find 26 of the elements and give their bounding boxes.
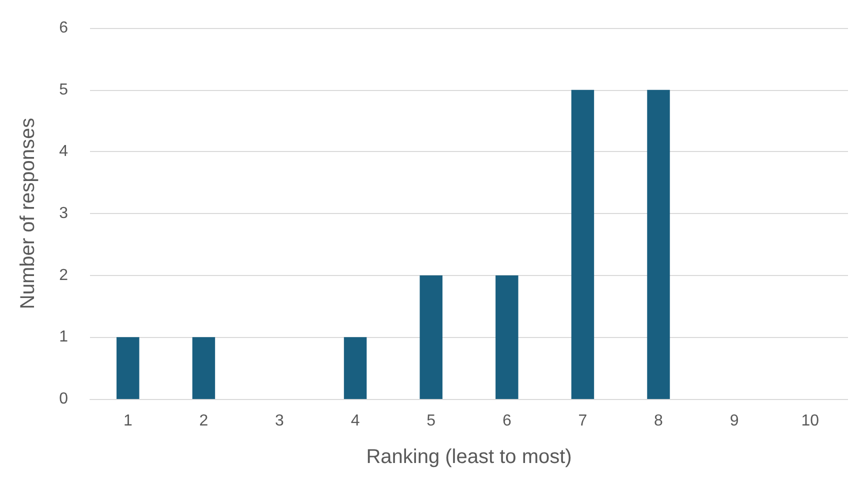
bar <box>647 90 670 399</box>
bar <box>344 337 367 399</box>
x-tick-label: 10 <box>801 412 820 430</box>
y-tick-label: 4 <box>59 143 68 160</box>
bar <box>571 90 594 399</box>
x-tick-label: 7 <box>578 412 588 430</box>
bar <box>192 337 216 399</box>
x-tick-label: 6 <box>502 412 512 430</box>
x-tick-label: 1 <box>123 412 132 430</box>
x-tick-label: 4 <box>350 412 360 430</box>
x-axis-title: Ranking (least to most) <box>366 446 572 468</box>
y-tick-label: 0 <box>59 390 68 408</box>
bar <box>420 275 442 399</box>
y-tick-label: 2 <box>59 266 68 284</box>
bar <box>116 337 140 399</box>
x-tick-label: 3 <box>275 412 284 430</box>
bar <box>496 275 518 399</box>
y-axis-title: Number of responses <box>17 118 39 310</box>
y-tick-label: 6 <box>59 20 68 36</box>
x-tick-label: 8 <box>654 412 664 430</box>
y-tick-label: 1 <box>59 328 68 346</box>
y-tick-label: 3 <box>59 205 68 222</box>
x-tick-label: 9 <box>730 412 739 430</box>
y-tick-label: 5 <box>59 81 68 98</box>
x-tick-label: 2 <box>199 412 208 430</box>
x-tick-label: 5 <box>426 412 436 430</box>
